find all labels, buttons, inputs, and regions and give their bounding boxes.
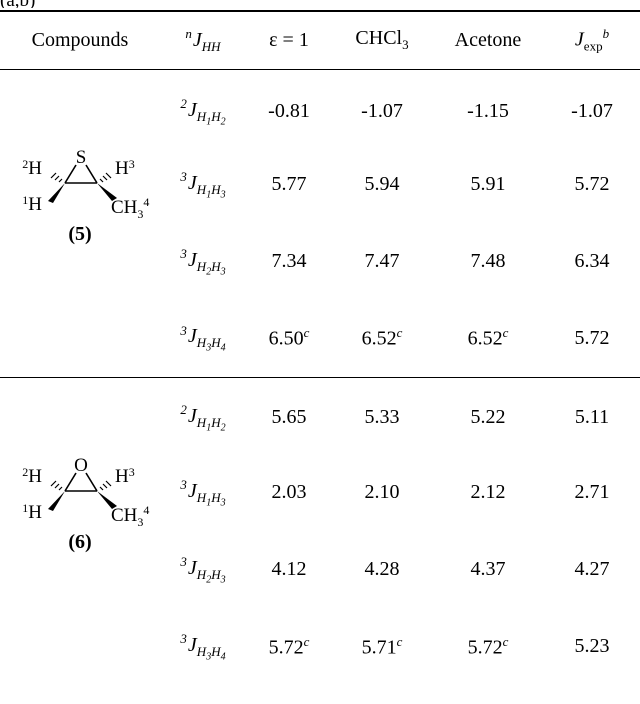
- coupling-label: 3JH3H4: [160, 608, 246, 685]
- value-jexp: 5.72: [544, 146, 640, 223]
- header-chcl3: CHCl3: [332, 11, 432, 69]
- coupling-label: 2JH1H2: [160, 377, 246, 454]
- header-acetone: Acetone: [432, 11, 544, 69]
- value-chcl3: 5.71c: [332, 608, 432, 685]
- footnote-mark: c: [304, 325, 310, 340]
- svg-text:1H: 1H: [22, 501, 42, 523]
- value-acetone: 5.91: [432, 146, 544, 223]
- epoxide-structure-drawing: S 2H 1H H3 CH34: [5, 141, 155, 223]
- caption-fragment: (a,b): [0, 0, 35, 8]
- value-epsilon: 5.65: [246, 377, 332, 454]
- structure-cell: O 2H 1H H3 CH34: [0, 377, 160, 531]
- value-acetone: 2.12: [432, 454, 544, 531]
- compound-label-cell: (6): [0, 531, 160, 685]
- compound-label: (6): [68, 531, 91, 553]
- value-epsilon: -0.81: [246, 69, 332, 146]
- svg-text:CH34: CH34: [111, 503, 149, 529]
- value-jexp: 5.23: [544, 608, 640, 685]
- coupling-label: 2JH1H2: [160, 69, 246, 146]
- value-acetone: 6.52c: [432, 300, 544, 377]
- value-acetone: 4.37: [432, 531, 544, 608]
- header-compounds: Compounds: [0, 11, 160, 69]
- table-row: (5) 3JH2H3 7.34 7.47 7.48 6.34: [0, 223, 640, 300]
- value-jexp: 5.72: [544, 300, 640, 377]
- coupling-constants-table: Compounds nJHH ε = 1 CHCl3 Acetone Jexpb…: [0, 10, 640, 685]
- footnote-mark: c: [503, 325, 509, 340]
- compound-label: (5): [68, 223, 91, 245]
- coupling-label: 3JH2H3: [160, 223, 246, 300]
- value-chcl3: 7.47: [332, 223, 432, 300]
- compound-6-group: O 2H 1H H3 CH34 2JH1H2 5.65 5.33 5.22 5.…: [0, 377, 640, 685]
- svg-text:H3: H3: [115, 465, 135, 487]
- footnote-mark: c: [304, 634, 310, 649]
- table-row: O 2H 1H H3 CH34 2JH1H2 5.65 5.33 5.22 5.…: [0, 377, 640, 454]
- value-jexp: -1.07: [544, 69, 640, 146]
- compound-label-cell: (5): [0, 223, 160, 377]
- value-acetone: 5.22: [432, 377, 544, 454]
- value-jexp: 4.27: [544, 531, 640, 608]
- heteroatom-label: O: [74, 455, 88, 476]
- coupling-label: 3JH2H3: [160, 531, 246, 608]
- coupling-label: 3JH1H3: [160, 146, 246, 223]
- value-jexp: 6.34: [544, 223, 640, 300]
- svg-text:1H: 1H: [22, 193, 42, 215]
- header-jexp: Jexpb: [544, 11, 640, 69]
- value-chcl3: 5.94: [332, 146, 432, 223]
- coupling-label: 3JH1H3: [160, 454, 246, 531]
- table-row: (6) 3JH2H3 4.12 4.28 4.37 4.27: [0, 531, 640, 608]
- svg-text:CH34: CH34: [111, 195, 149, 221]
- footnote-mark: c: [503, 634, 509, 649]
- header-epsilon: ε = 1: [246, 11, 332, 69]
- value-acetone: -1.15: [432, 69, 544, 146]
- footnote-mark: c: [397, 634, 403, 649]
- footnote-mark: c: [397, 325, 403, 340]
- value-epsilon: 2.03: [246, 454, 332, 531]
- heteroatom-label: S: [76, 147, 87, 168]
- value-epsilon: 6.50c: [246, 300, 332, 377]
- value-chcl3: 5.33: [332, 377, 432, 454]
- table-row: S 2H 1H H3 CH34 2JH1H2 -0.81 -1.07 -1.15…: [0, 69, 640, 146]
- compound-5-group: S 2H 1H H3 CH34 2JH1H2 -0.81 -1.07 -1.15…: [0, 69, 640, 377]
- value-chcl3: 2.10: [332, 454, 432, 531]
- value-chcl3: 4.28: [332, 531, 432, 608]
- svg-text:H3: H3: [115, 157, 135, 179]
- value-chcl3: 6.52c: [332, 300, 432, 377]
- value-jexp: 5.11: [544, 377, 640, 454]
- svg-text:2H: 2H: [22, 465, 42, 487]
- svg-text:2H: 2H: [22, 157, 42, 179]
- value-epsilon: 5.77: [246, 146, 332, 223]
- value-chcl3: -1.07: [332, 69, 432, 146]
- value-epsilon: 5.72c: [246, 608, 332, 685]
- header-coupling: nJHH: [160, 11, 246, 69]
- header-row: Compounds nJHH ε = 1 CHCl3 Acetone Jexpb: [0, 11, 640, 69]
- value-jexp: 2.71: [544, 454, 640, 531]
- coupling-label: 3JH3H4: [160, 300, 246, 377]
- value-acetone: 7.48: [432, 223, 544, 300]
- structure-cell: S 2H 1H H3 CH34: [0, 69, 160, 223]
- value-epsilon: 7.34: [246, 223, 332, 300]
- epoxide-structure-drawing: O 2H 1H H3 CH34: [5, 449, 155, 531]
- value-acetone: 5.72c: [432, 608, 544, 685]
- value-epsilon: 4.12: [246, 531, 332, 608]
